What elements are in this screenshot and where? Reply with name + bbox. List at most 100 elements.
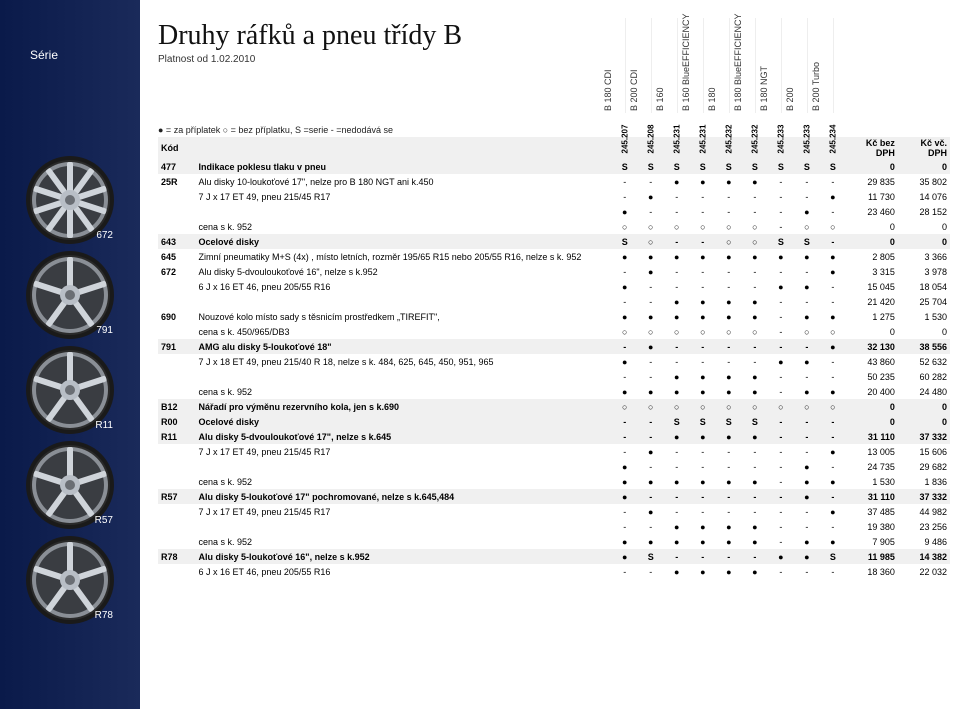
availability-cell: ● (742, 564, 768, 579)
availability-cell: - (638, 294, 664, 309)
row-desc: 7 J x 17 ET 49, pneu 215/45 R17 (195, 504, 611, 519)
availability-cell: - (690, 264, 716, 279)
wheel-code-label: 791 (96, 325, 113, 336)
availability-cell: ● (716, 384, 742, 399)
availability-cell: ● (742, 249, 768, 264)
availability-cell: ○ (794, 219, 820, 234)
availability-cell: ● (612, 249, 638, 264)
availability-cell: ○ (820, 219, 846, 234)
row-code (158, 219, 195, 234)
availability-cell: - (638, 564, 664, 579)
row-code: R00 (158, 414, 195, 429)
availability-cell: - (742, 339, 768, 354)
availability-cell: S (690, 159, 716, 174)
availability-cell: S (664, 414, 690, 429)
availability-cell: ● (742, 294, 768, 309)
availability-cell: - (612, 429, 638, 444)
availability-cell: - (742, 549, 768, 564)
availability-cell: - (664, 264, 690, 279)
price-inc-vat: 0 (898, 234, 950, 249)
row-desc: AMG alu disky 5-loukoťové 18" (195, 339, 611, 354)
availability-cell: S (820, 159, 846, 174)
availability-cell: ○ (612, 219, 638, 234)
price-ex-vat: 32 130 (846, 339, 898, 354)
availability-cell: - (820, 234, 846, 249)
availability-cell: ● (820, 249, 846, 264)
availability-cell: ○ (716, 234, 742, 249)
row-desc: Nářadí pro výměnu rezervního kola, jen s… (195, 399, 611, 414)
availability-cell: ● (612, 204, 638, 219)
availability-cell: ● (768, 549, 794, 564)
availability-cell: - (794, 504, 820, 519)
availability-cell: - (716, 264, 742, 279)
price-ex-vat: 20 400 (846, 384, 898, 399)
row-code: 791 (158, 339, 195, 354)
availability-cell: - (820, 519, 846, 534)
availability-cell: - (612, 369, 638, 384)
price-inc-vat: 35 802 (898, 174, 950, 189)
availability-cell: - (638, 204, 664, 219)
availability-cell: ● (690, 384, 716, 399)
availability-cell: - (768, 309, 794, 324)
availability-cell: ● (742, 519, 768, 534)
row-desc: 6 J x 16 ET 46, pneu 205/55 R16 (195, 279, 611, 294)
availability-cell: - (768, 189, 794, 204)
price-inc-vat: 1 836 (898, 474, 950, 489)
availability-cell: ● (742, 534, 768, 549)
availability-cell: - (820, 489, 846, 504)
row-code (158, 294, 195, 309)
availability-cell: - (794, 519, 820, 534)
availability-cell: ○ (742, 219, 768, 234)
price-ex-vat: 0 (846, 324, 898, 339)
wheel-image: R11 (25, 345, 115, 435)
availability-cell: ● (716, 294, 742, 309)
wheel-images: 672791R11R57R78 (25, 155, 125, 630)
availability-cell: - (768, 339, 794, 354)
availability-cell: - (664, 279, 690, 294)
availability-cell: - (612, 174, 638, 189)
availability-cell: ● (690, 519, 716, 534)
availability-cell: - (742, 264, 768, 279)
availability-cell: - (612, 564, 638, 579)
availability-cell: - (690, 204, 716, 219)
price-ex-vat: 1 275 (846, 309, 898, 324)
price-ex-vat: 0 (846, 159, 898, 174)
availability-cell: ● (612, 279, 638, 294)
availability-cell: - (794, 429, 820, 444)
table-row: 6 J x 16 ET 46, pneu 205/55 R16--●●●●---… (158, 564, 950, 579)
availability-cell: ○ (638, 234, 664, 249)
availability-cell: ● (794, 309, 820, 324)
availability-cell: ● (664, 309, 690, 324)
availability-cell: ● (742, 174, 768, 189)
price-ex-vat-label: Kč bez DPH (846, 137, 898, 159)
availability-cell: - (612, 264, 638, 279)
model-header-cell: B 160 BlueEFFICIENCY (678, 18, 704, 113)
availability-cell: ● (690, 309, 716, 324)
series-label: Série (30, 48, 58, 62)
availability-cell: - (690, 489, 716, 504)
price-inc-vat: 37 332 (898, 489, 950, 504)
row-code (158, 564, 195, 579)
availability-cell: S (612, 234, 638, 249)
model-header-cell: B 200 (782, 18, 808, 113)
price-ex-vat: 23 460 (846, 204, 898, 219)
availability-cell: S (794, 159, 820, 174)
availability-cell: - (690, 444, 716, 459)
availability-cell: ○ (638, 219, 664, 234)
table-row: 7 J x 17 ET 49, pneu 215/45 R17-●------●… (158, 189, 950, 204)
availability-cell: ● (820, 384, 846, 399)
price-ex-vat: 7 905 (846, 534, 898, 549)
availability-cell: - (664, 459, 690, 474)
availability-cell: ● (768, 279, 794, 294)
availability-cell: - (664, 549, 690, 564)
price-ex-vat: 2 805 (846, 249, 898, 264)
availability-cell: ● (716, 309, 742, 324)
row-desc: 7 J x 17 ET 49, pneu 215/45 R17 (195, 444, 611, 459)
price-ex-vat: 24 735 (846, 459, 898, 474)
price-inc-vat-label: Kč vč. DPH (898, 137, 950, 159)
availability-cell: - (742, 204, 768, 219)
availability-cell: ● (638, 249, 664, 264)
availability-cell: - (716, 444, 742, 459)
row-desc: Alu disky 10-loukoťové 17", nelze pro B … (195, 174, 611, 189)
kod-label: Kód (158, 137, 195, 159)
